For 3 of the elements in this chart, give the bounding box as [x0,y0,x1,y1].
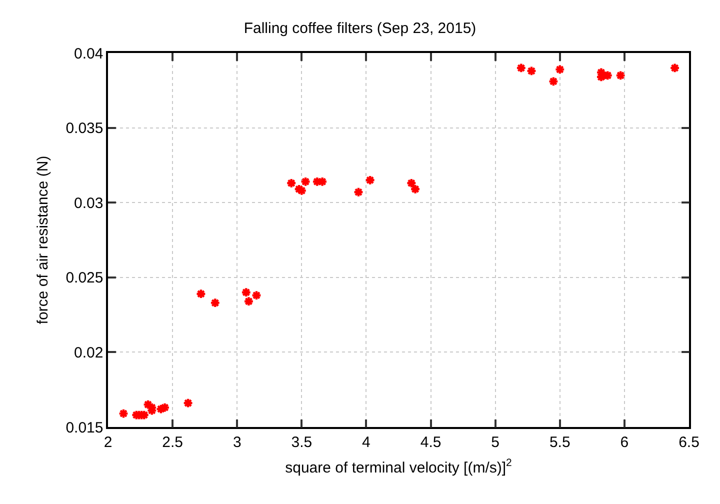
x-tick-label: 5.5 [549,434,570,451]
x-tick-label: 6 [620,434,629,451]
x-tick-label: 6.5 [678,434,700,451]
